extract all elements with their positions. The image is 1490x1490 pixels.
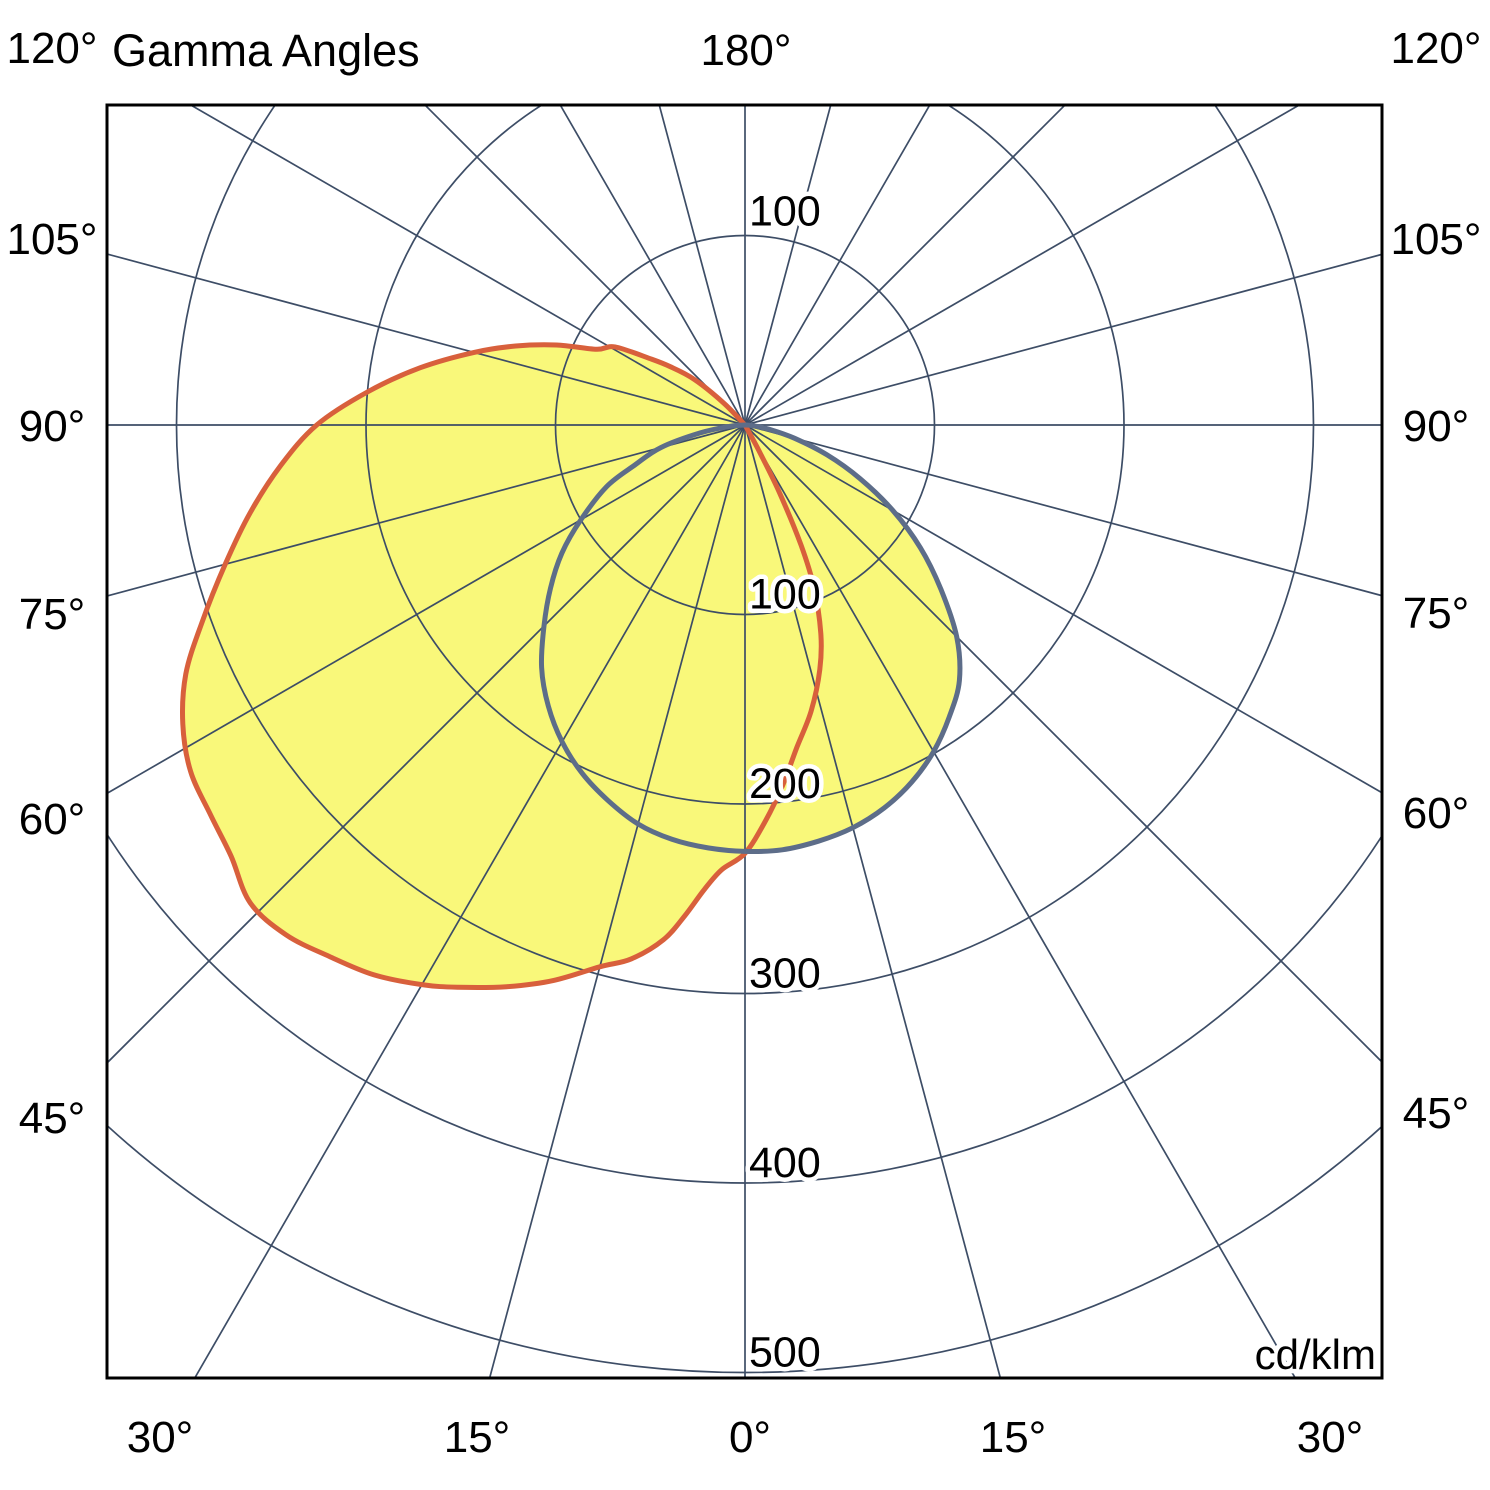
gamma-ray-105 bbox=[744, 253, 1382, 426]
intensity-curve-red bbox=[179, 342, 824, 991]
gamma-label-top: 180° bbox=[700, 26, 791, 75]
gamma-ray-255 bbox=[107, 253, 746, 426]
gamma-label-left-45°: 45° bbox=[19, 1094, 86, 1143]
gamma-label-bottom-2: 0° bbox=[729, 1413, 771, 1462]
gamma-label-right-120°: 120° bbox=[1390, 24, 1481, 73]
gamma-label-left-120°: 120° bbox=[6, 24, 97, 73]
chart-title: Gamma Angles bbox=[112, 25, 420, 76]
gamma-label-bottom-4: 30° bbox=[1297, 1413, 1364, 1462]
gamma-label-left-60°: 60° bbox=[19, 795, 86, 844]
gamma-label-right-105°: 105° bbox=[1390, 215, 1481, 264]
gamma-label-bottom-3: 15° bbox=[980, 1413, 1047, 1462]
gamma-label-right-60°: 60° bbox=[1403, 789, 1470, 838]
gamma-ray-285 bbox=[107, 424, 746, 597]
plot-border bbox=[105, 103, 1384, 1380]
gamma-ray-330 bbox=[193, 424, 746, 1378]
gamma-ray-315 bbox=[107, 424, 746, 1065]
intensity-curve-blue-fill bbox=[541, 425, 960, 852]
gamma-label-right-75°: 75° bbox=[1403, 589, 1470, 638]
gamma-label-left-90°: 90° bbox=[19, 402, 86, 451]
radial-tick-200-below: 200 bbox=[749, 760, 821, 808]
radial-circle-400 bbox=[107, 832, 1382, 1184]
gamma-label-right-90°: 90° bbox=[1403, 402, 1470, 451]
units-label: cd/klm bbox=[1255, 1331, 1376, 1378]
gamma-ray-195 bbox=[658, 105, 746, 426]
gamma-ray-165 bbox=[744, 105, 832, 426]
gamma-ray-45 bbox=[744, 424, 1382, 1064]
radial-circle-300 bbox=[175, 105, 1315, 995]
radial-tick-300-below: 300 bbox=[749, 950, 821, 998]
gamma-ray-345 bbox=[488, 424, 746, 1378]
gamma-ray-75 bbox=[744, 424, 1382, 597]
radial-tick-100-below: 100 bbox=[749, 571, 821, 619]
gamma-label-right-45°: 45° bbox=[1403, 1089, 1470, 1138]
gamma-label-left-105°: 105° bbox=[6, 215, 97, 264]
gamma-ray-225 bbox=[423, 105, 746, 426]
gamma-label-bottom-1: 15° bbox=[444, 1413, 511, 1462]
gamma-ray-15 bbox=[744, 424, 1002, 1378]
gamma-ray-135 bbox=[744, 105, 1067, 426]
gamma-label-bottom-0: 30° bbox=[127, 1413, 194, 1462]
gamma-ray-210 bbox=[559, 105, 746, 426]
radial-circle-500 bbox=[107, 1123, 1382, 1374]
radial-circle-200 bbox=[365, 105, 1125, 805]
radial-circle-100 bbox=[554, 234, 936, 616]
gamma-ray-300 bbox=[107, 424, 746, 795]
radial-tick-400-below: 400 bbox=[749, 1139, 821, 1187]
gamma-ray-240 bbox=[189, 105, 746, 426]
gamma-ray-30 bbox=[744, 424, 1297, 1378]
gamma-label-left-75°: 75° bbox=[19, 590, 86, 639]
radial-tick-100-above: 100 bbox=[749, 188, 821, 236]
gamma-ray-150 bbox=[744, 105, 931, 426]
radial-tick-500-below: 500 bbox=[749, 1329, 821, 1377]
gamma-ray-60 bbox=[744, 424, 1382, 794]
gamma-ray-120 bbox=[744, 105, 1301, 426]
intensity-curves bbox=[179, 342, 963, 991]
intensity-curve-blue bbox=[538, 422, 963, 855]
